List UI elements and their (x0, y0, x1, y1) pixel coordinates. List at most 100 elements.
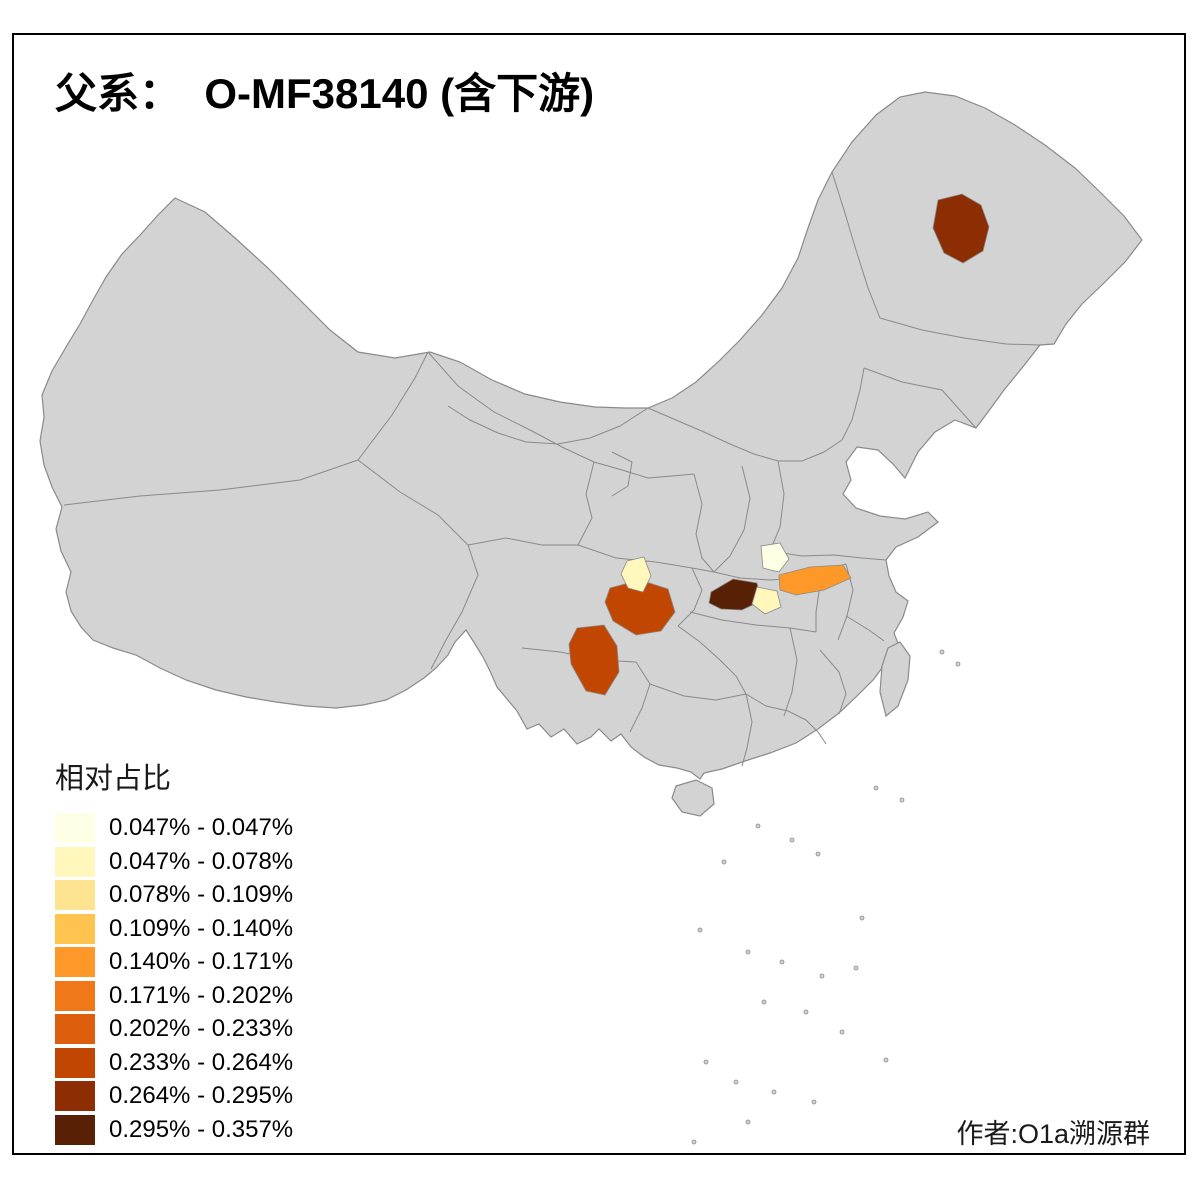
author-credit: 作者:O1a溯源群 (956, 1119, 1150, 1149)
islet (819, 973, 825, 979)
legend-row: 0.202% - 0.233% (55, 1014, 293, 1044)
highlighted-regions (568, 193, 990, 696)
province-border (693, 473, 715, 573)
sichuan-east-highlight-region (604, 579, 676, 636)
province-border (629, 661, 651, 733)
legend-swatch-rect (55, 913, 95, 944)
legend-row: 0.078% - 0.109% (55, 880, 293, 910)
islet (955, 661, 961, 667)
northeast-highlight-region (932, 193, 990, 264)
province-border (447, 405, 649, 445)
islet (899, 797, 905, 803)
page-title: 父系： O-MF38140 (含下游) (55, 70, 595, 117)
province-border (805, 719, 827, 745)
province-border (741, 693, 753, 767)
province-border (831, 171, 881, 319)
legend-swatch (55, 880, 95, 910)
province-border (647, 407, 843, 462)
islet (703, 1059, 709, 1065)
legend-swatch-rect (55, 1081, 95, 1111)
legend-row: 0.047% - 0.078% (55, 846, 294, 877)
legend-label: 0.233% - 0.264% (109, 1048, 294, 1076)
legend: 相对占比 0.047% - 0.047% 0.047% - 0.078% 0.0… (55, 755, 293, 1148)
yunnan-highlight-region (568, 624, 620, 696)
legend-swatch (55, 1081, 95, 1111)
hubei-west-dark-highlight-region (708, 578, 762, 611)
legend-row: 0.295% - 0.357% (55, 1114, 293, 1145)
islet (755, 823, 761, 829)
hubei-south-pale-highlight-region (751, 586, 782, 615)
province-border (819, 649, 847, 715)
legend-swatch (55, 846, 95, 877)
legend-swatch-rect (55, 880, 95, 910)
sichuan-north-pale-highlight-region (620, 556, 652, 593)
islet (859, 915, 865, 921)
legend-label: 0.047% - 0.047% (109, 814, 294, 841)
legend-row: 0.109% - 0.140% (55, 913, 294, 944)
province-border (879, 317, 1041, 346)
legend-row: 0.171% - 0.202% (55, 980, 293, 1011)
legend-label: 0.264% - 0.295% (109, 1082, 294, 1109)
islet (761, 999, 767, 1005)
china-mainland (39, 91, 1143, 780)
islet (853, 965, 859, 971)
province-border (769, 460, 785, 552)
legend-swatch (55, 947, 95, 977)
province-border (577, 544, 715, 573)
province-border (841, 367, 865, 441)
islet (691, 1139, 697, 1145)
legend-swatch (55, 813, 95, 843)
islet (811, 1099, 817, 1105)
legend-row: 0.140% - 0.171% (55, 947, 293, 977)
province-border (621, 469, 695, 479)
legend-swatch (55, 913, 95, 944)
legend-row: 0.264% - 0.295% (55, 1081, 293, 1111)
province-border (689, 611, 817, 633)
province-border (357, 351, 429, 461)
islet (771, 1089, 777, 1095)
legend-swatch-rect (55, 1114, 95, 1145)
legend-row: 0.047% - 0.047% (55, 813, 293, 843)
legend-swatch (55, 1014, 95, 1044)
islet (803, 1009, 809, 1015)
province-border (845, 615, 885, 642)
province-border (677, 625, 747, 695)
islet (789, 837, 795, 843)
legend-swatch-rect (55, 947, 95, 977)
islet (745, 1119, 751, 1125)
legend-row: 0.233% - 0.264% (55, 1047, 294, 1078)
islet (721, 859, 727, 865)
islet (939, 649, 945, 655)
province-border (783, 627, 798, 717)
legend-label: 0.047% - 0.078% (109, 847, 294, 875)
legend-label: 0.202% - 0.233% (109, 1015, 294, 1042)
province-border (815, 584, 821, 632)
legend-label: 0.109% - 0.140% (109, 914, 294, 942)
province-border (863, 367, 977, 429)
legend-title: 相对占比 (55, 763, 172, 795)
islet (733, 1079, 739, 1085)
legend-swatch (55, 1114, 95, 1145)
province-border (611, 451, 633, 497)
legend-swatch-rect (55, 846, 95, 877)
islet (873, 785, 879, 791)
province-border (769, 550, 887, 561)
province-border (357, 459, 479, 670)
legend-swatch-rect (55, 1014, 95, 1044)
legend-label: 0.140% - 0.171% (109, 948, 294, 975)
province-border (729, 465, 751, 557)
legend-label: 0.078% - 0.109% (109, 881, 294, 908)
legend-swatch (55, 980, 95, 1011)
hainan-island (671, 779, 715, 817)
islet (745, 949, 751, 955)
legend-swatch-rect (55, 1047, 95, 1078)
province-border (467, 537, 578, 546)
legend-swatch-rect (55, 980, 95, 1011)
islet (815, 851, 821, 857)
east-orange-strip-highlight-region (778, 564, 852, 596)
province-border (677, 567, 703, 627)
province-border (577, 461, 595, 546)
islet (697, 927, 703, 933)
